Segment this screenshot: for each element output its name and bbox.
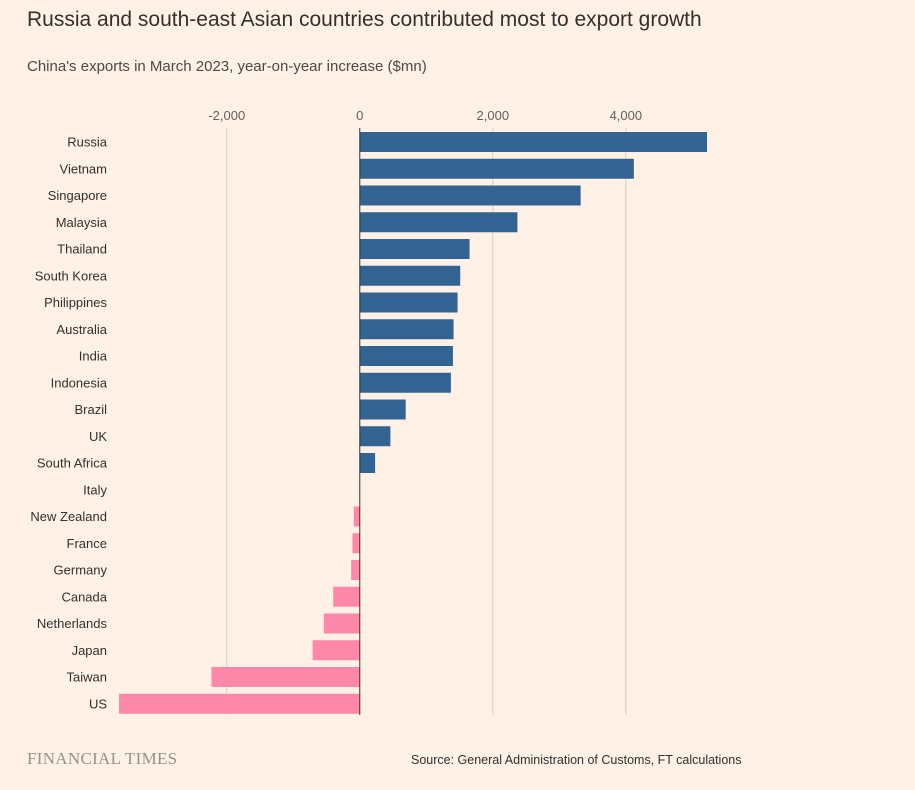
category-label: Philippines (44, 295, 107, 310)
bar (359, 346, 453, 366)
category-label: Japan (72, 643, 107, 658)
bar (359, 185, 581, 206)
bar (359, 239, 470, 259)
bar (352, 533, 360, 554)
bar (312, 640, 360, 661)
chart-subtitle: China's exports in March 2023, year-on-y… (27, 58, 427, 75)
category-label: Australia (56, 322, 107, 337)
category-label: South Africa (37, 456, 108, 471)
bar (359, 372, 451, 393)
category-label: Vietnam (60, 161, 107, 176)
bar (359, 265, 461, 286)
category-label: Brazil (74, 402, 107, 417)
category-label: Canada (61, 589, 107, 604)
bar (359, 212, 518, 233)
category-label: US (89, 696, 107, 711)
category-label: Malaysia (56, 215, 108, 230)
category-label: Russia (67, 135, 108, 150)
x-tick-label: 2,000 (477, 108, 510, 123)
category-label: Taiwan (67, 670, 107, 685)
category-label: Italy (83, 482, 107, 497)
bar (359, 158, 634, 179)
category-label: Singapore (48, 188, 107, 203)
category-label: Germany (54, 563, 108, 578)
category-label: France (67, 536, 107, 551)
bar (333, 586, 360, 607)
category-label: UK (89, 429, 107, 444)
x-tick-label: 0 (356, 108, 363, 123)
bar (359, 132, 707, 152)
category-label: New Zealand (30, 509, 107, 524)
bar (359, 453, 376, 473)
bar (323, 613, 360, 634)
category-label: South Korea (35, 268, 108, 283)
x-tick-label: -2,000 (208, 108, 245, 123)
category-label: Netherlands (37, 616, 108, 631)
category-label: Indonesia (51, 375, 108, 390)
ft-logo: FINANCIAL TIMES (27, 749, 178, 768)
source-note: Source: General Administration of Custom… (411, 753, 742, 767)
bar (351, 560, 360, 580)
bar (359, 399, 406, 420)
bar (359, 426, 391, 447)
bar (353, 506, 360, 527)
category-label: India (79, 349, 108, 364)
bar (119, 693, 360, 714)
bar (359, 319, 454, 340)
bar (359, 292, 458, 313)
category-label: Thailand (57, 242, 107, 257)
x-tick-label: 4,000 (610, 108, 643, 123)
bar (211, 667, 360, 687)
chart-title: Russia and south-east Asian countries co… (27, 8, 702, 31)
